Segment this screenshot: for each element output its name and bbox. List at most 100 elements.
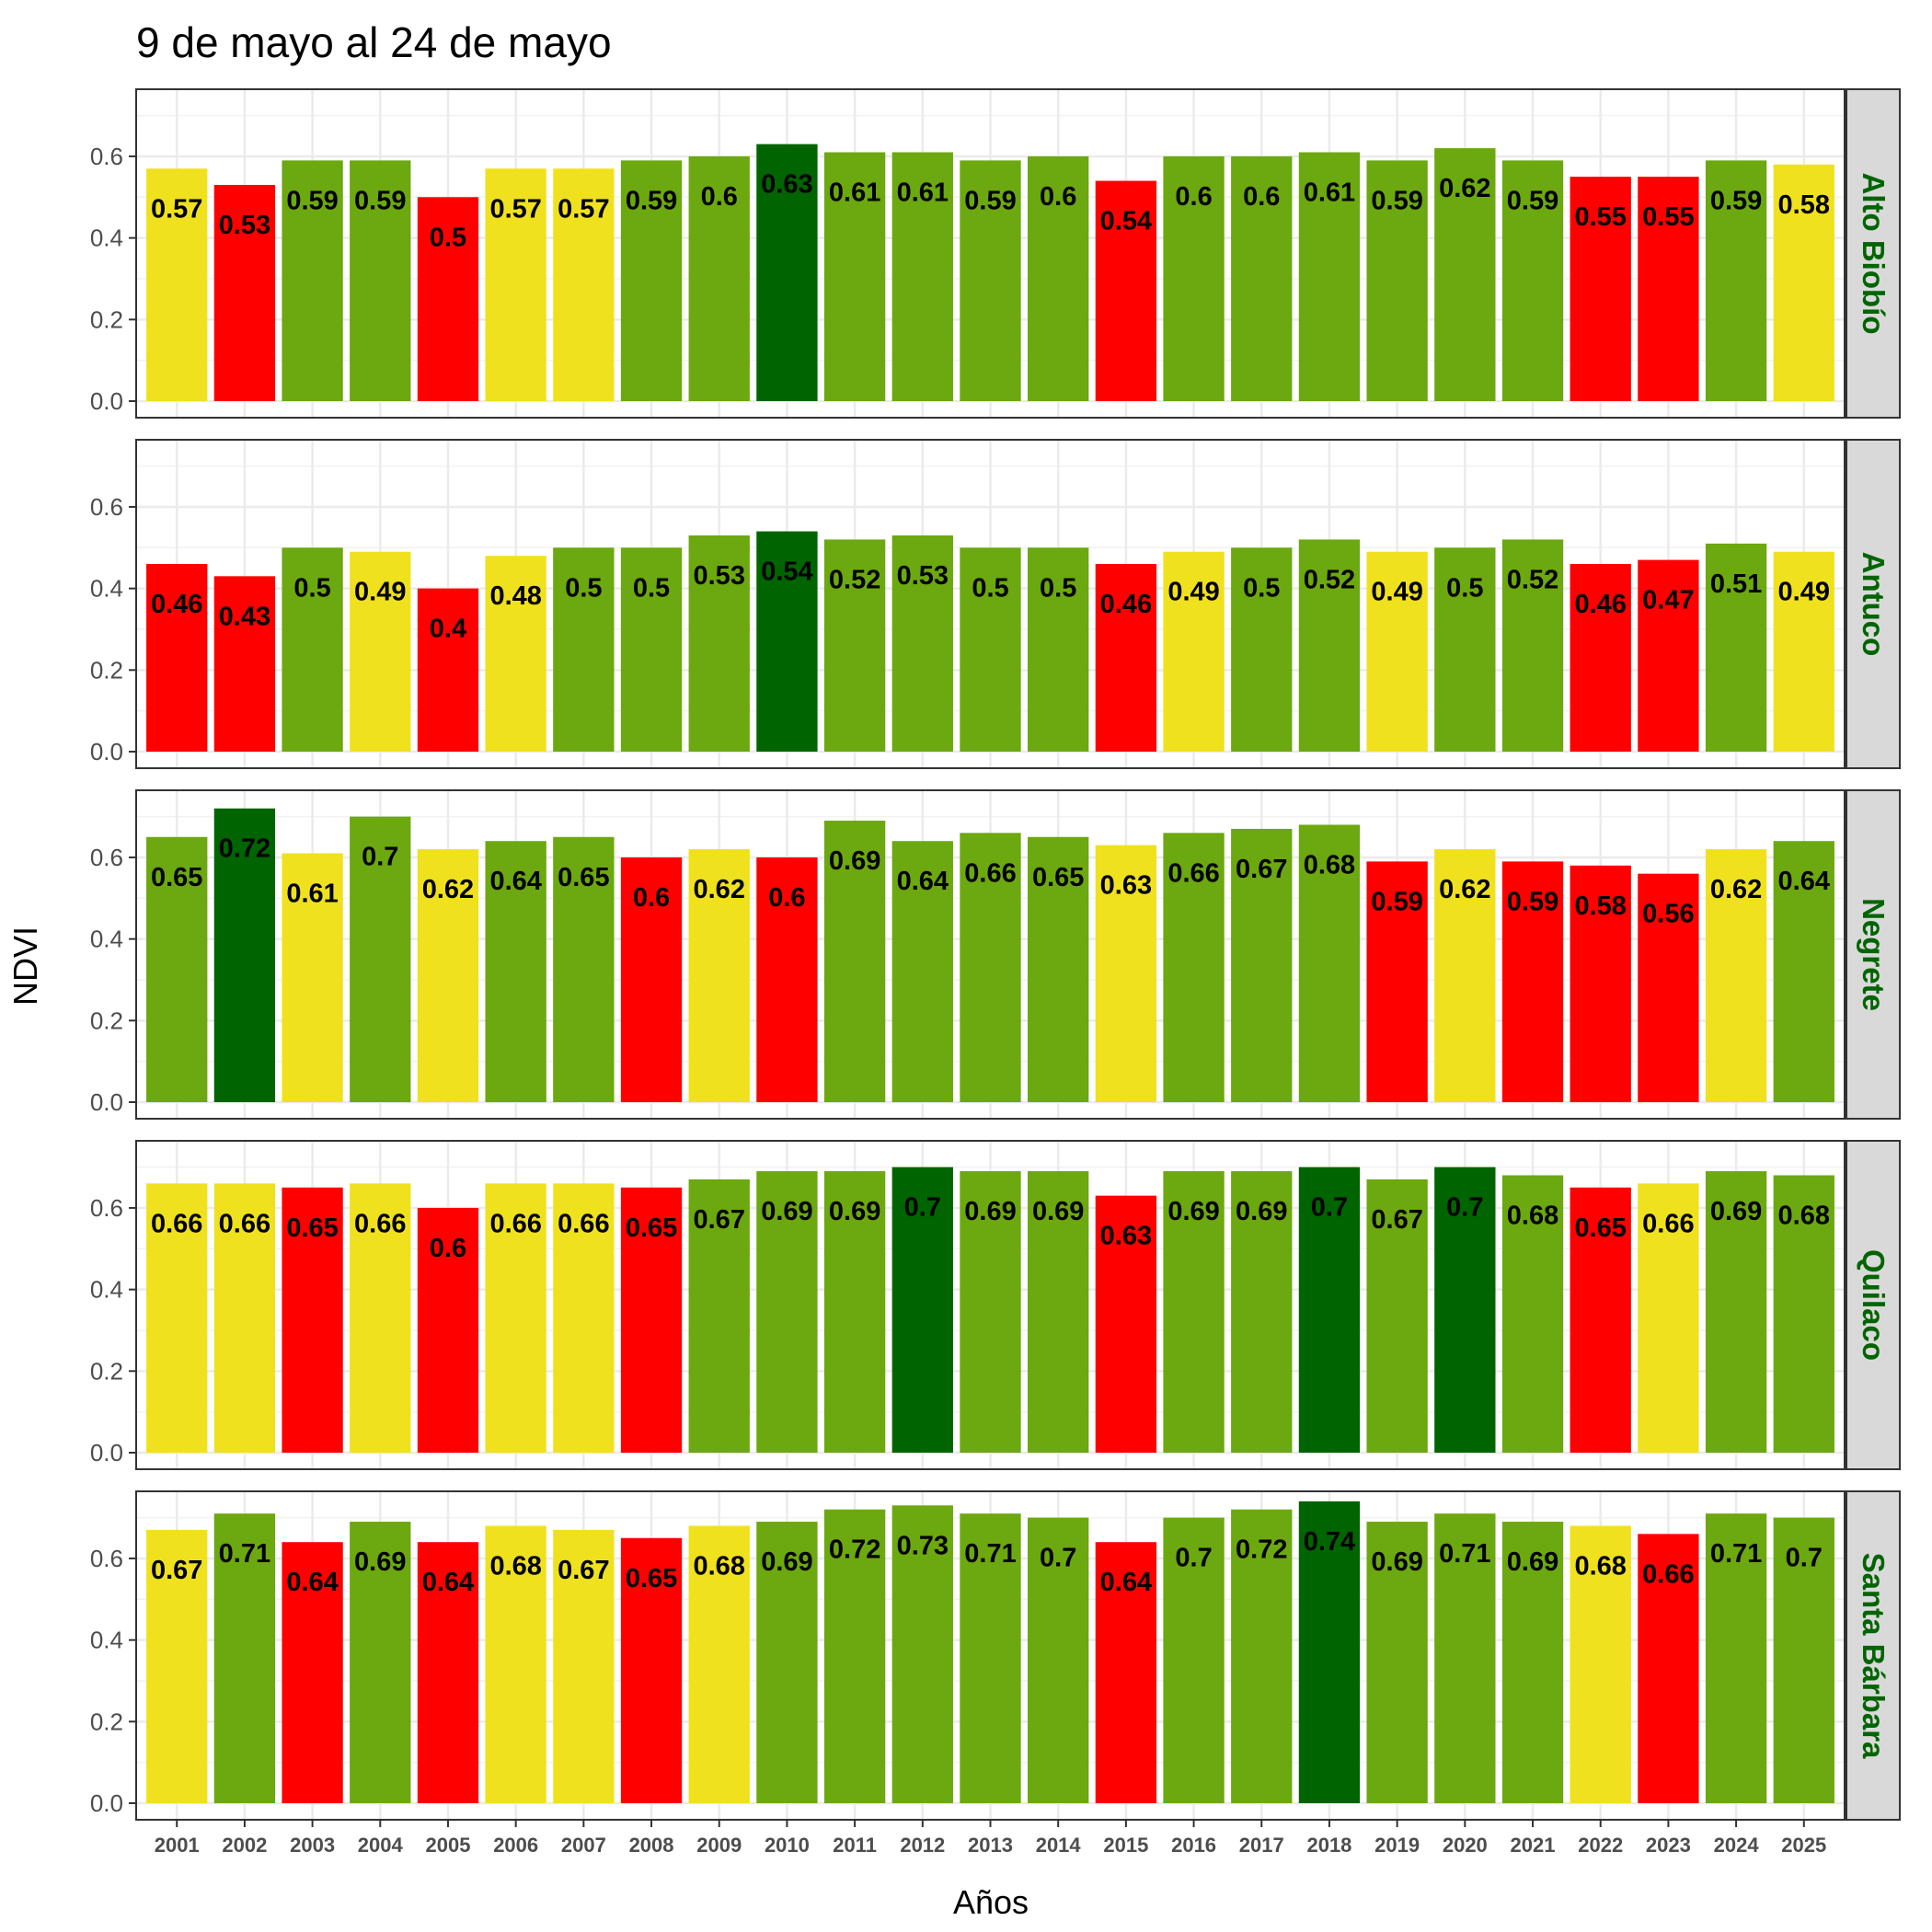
bar [688,1179,750,1453]
bar [1028,1517,1089,1803]
bar [1163,1517,1225,1803]
panel-border [135,789,1846,1120]
bar [1366,861,1428,1102]
bar [1163,1171,1225,1453]
bar [823,821,886,1102]
bar [756,1522,818,1803]
bar [1095,564,1157,752]
bar-value-label: 0.67 [151,1556,202,1585]
bar-value-label: 0.7 [1311,1193,1348,1223]
y-tick-label: 0.4 [90,926,123,953]
bar-value-label: 0.7 [1786,1544,1823,1573]
x-tick-label: 2015 [1103,1834,1148,1857]
bar-value-label: 0.72 [219,834,270,864]
x-tick-label: 2011 [833,1834,877,1857]
bar-value-label: 0.68 [1778,1201,1830,1230]
bar [282,547,343,752]
bar [620,1187,683,1453]
bar-value-label: 0.71 [1710,1539,1762,1569]
facet-panels: 0.570.530.59 0.590.50.57 0.57 0.59 0.6 0.63 0.… [90,88,1901,1821]
y-tick-label: 0.0 [90,1789,123,1817]
x-tick-label: 2006 [493,1834,538,1857]
facet-strip [1846,439,1901,769]
bar [1705,1171,1767,1453]
bar [1366,1179,1428,1453]
bar [1570,865,1631,1102]
x-tick-label: 2025 [1781,1834,1826,1857]
bar-value-label: 0.69 [1236,1197,1287,1226]
x-tick-label: 2014 [1036,1834,1082,1857]
bar-value-label: 0.69 [829,1197,880,1226]
bar-value-label: 0.64 [1778,867,1830,896]
bar [553,836,615,1102]
bar [417,197,479,401]
bar [960,1513,1021,1803]
bar-value-label: 0.72 [1236,1535,1287,1565]
bar-value-label: 0.6 [701,182,738,212]
bar-value-label: 0.59 [1507,186,1558,215]
bar-value-label: 0.62 [1439,875,1490,904]
bar [350,160,411,401]
bar-value-label: 0.7 [904,1193,941,1223]
bar [1231,828,1293,1102]
x-tick-label: 2016 [1171,1834,1216,1857]
bar [1028,547,1089,752]
bar [1095,1195,1157,1453]
bar-value-label: 0.68 [1304,850,1355,880]
bar-value-label: 0.64 [1100,1568,1152,1597]
bar-value-label: 0.62 [1439,174,1490,203]
bar-value-label: 0.59 [626,186,677,215]
bar-value-label: 0.68 [489,1551,541,1581]
bar [1501,1175,1564,1453]
bar [891,841,953,1102]
bar-value-label: 0.7 [362,843,398,872]
bar [417,849,479,1102]
bar-value-label: 0.55 [1642,202,1694,232]
bar [213,808,276,1102]
bar-value-label: 0.69 [964,1197,1016,1226]
bar-value-label: 0.66 [1642,1559,1694,1589]
bar-value-label: 0.59 [1371,186,1422,215]
bar-value-label: 0.63 [761,170,812,200]
y-tick-label: 0.4 [90,1276,123,1304]
bar-value-label: 0.52 [1507,565,1558,594]
bar-value-label: 0.71 [964,1539,1016,1569]
bar [823,152,886,401]
bar [1705,543,1767,752]
bar-value-label: 0.65 [558,863,609,892]
bar [1434,1167,1496,1453]
bar-value-label: 0.55 [1574,202,1626,232]
bar-value-label: 0.66 [151,1209,202,1238]
bar-value-label: 0.4 [430,615,466,644]
bar [620,547,683,752]
bar [350,551,411,752]
bar [1028,836,1089,1102]
bar [1366,1522,1428,1803]
facet-strip [1846,88,1901,419]
bar [213,1513,276,1803]
bar-value-label: 0.58 [1778,190,1830,220]
bar [1638,1534,1699,1803]
panel-border [135,439,1846,769]
bar-value-label: 0.68 [694,1551,745,1581]
x-tick-label: 2002 [222,1834,267,1857]
bar-value-label: 0.53 [694,561,745,591]
bar [756,857,818,1102]
bar [1570,1187,1631,1453]
bar-value-label: 0.64 [897,867,949,896]
bar-value-label: 0.5 [1243,573,1280,603]
bar [756,144,818,402]
bar-value-label: 0.49 [1371,578,1422,607]
bar-value-label: 0.65 [1032,863,1084,892]
bar-value-label: 0.59 [964,186,1016,215]
bar [553,168,615,401]
bar-value-label: 0.69 [354,1547,406,1577]
bar-value-label: 0.7 [1446,1193,1483,1223]
x-tick-label: 2021 [1511,1834,1556,1857]
bar-value-label: 0.57 [151,194,202,224]
bar [891,152,953,401]
bar-value-label: 0.54 [1100,207,1152,236]
bar [823,539,886,752]
bar-value-label: 0.57 [558,194,609,224]
bar-value-label: 0.67 [1371,1205,1422,1235]
